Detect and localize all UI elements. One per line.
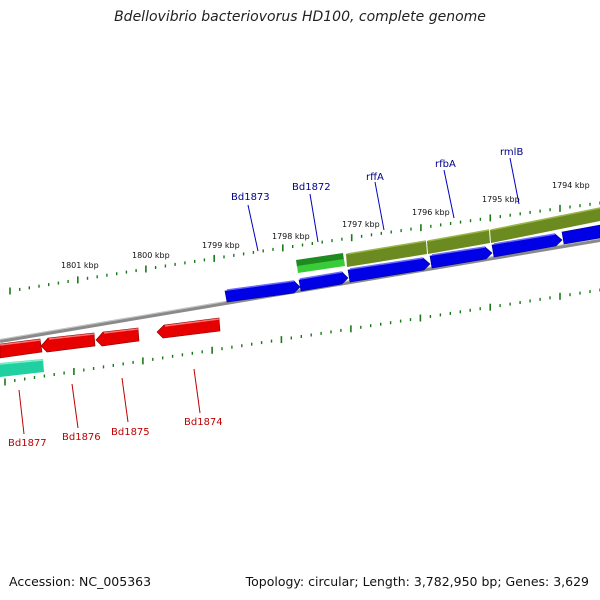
gene-bd1874[interactable] <box>156 317 221 339</box>
kbp-labels: 1801 kbp 1800 kbp 1799 kbp 1798 kbp 1797… <box>61 181 590 270</box>
kbp-label: 1794 kbp <box>552 181 590 190</box>
gene-shine <box>0 318 220 346</box>
kbp-label: 1800 kbp <box>132 251 170 260</box>
feature-trna-dark[interactable] <box>296 253 344 267</box>
gene-shine <box>226 280 295 291</box>
kbp-label: 1795 kbp <box>482 195 520 204</box>
gene-label-rfba[interactable]: rfbA <box>435 159 456 170</box>
feature-shine <box>346 207 600 255</box>
kbp-label: 1799 kbp <box>202 241 240 250</box>
gene-bd1873[interactable] <box>224 280 301 303</box>
gene-label-bd1874[interactable]: Bd1874 <box>184 417 223 428</box>
reverse-strand-genes <box>0 317 221 377</box>
accession-text: Accession: NC_005363 <box>9 574 152 589</box>
gene-forward-edge[interactable] <box>561 224 600 245</box>
gene-label-bd1875[interactable]: Bd1875 <box>111 427 150 438</box>
upper-tick-row <box>9 201 600 295</box>
kbp-label: 1801 kbp <box>61 261 99 270</box>
forward-strand-genes <box>224 224 600 303</box>
genome-summary-text: Topology: circular; Length: 3,782,950 bp… <box>245 574 589 589</box>
gene-shine <box>493 233 556 245</box>
feature-olive-rfba[interactable] <box>427 230 490 254</box>
gene-shine <box>299 271 343 280</box>
forward-labels: Bd1873 Bd1872 rffA rfbA rmlB <box>231 147 523 203</box>
gene-label-bd1872[interactable]: Bd1872 <box>292 182 331 193</box>
feature-shine <box>0 359 44 365</box>
feature-trna-light[interactable] <box>297 259 345 273</box>
gene-label-bd1873[interactable]: Bd1873 <box>231 192 270 203</box>
kbp-label: 1797 kbp <box>342 220 380 229</box>
genome-backbone <box>0 238 600 343</box>
feature-olive-rffa[interactable] <box>346 241 427 267</box>
feature-olive-rmlb[interactable] <box>490 208 600 243</box>
gene-bd1876[interactable] <box>40 332 96 353</box>
gene-label-bd1877[interactable]: Bd1877 <box>8 438 47 449</box>
gene-label-rmlb[interactable]: rmlB <box>500 147 523 158</box>
feature-bars-upper <box>296 207 600 273</box>
gene-shine <box>349 257 424 270</box>
forward-label-leaders <box>247 157 520 252</box>
gene-label-rffa[interactable]: rffA <box>366 172 384 183</box>
kbp-label: 1796 kbp <box>412 208 450 217</box>
kbp-label: 1798 kbp <box>272 232 310 241</box>
reverse-labels: Bd1877 Bd1876 Bd1875 Bd1874 <box>8 417 223 449</box>
reverse-label-leaders <box>18 368 201 435</box>
lower-tick-row <box>4 288 600 386</box>
gene-shine <box>431 246 486 256</box>
gene-label-bd1876[interactable]: Bd1876 <box>62 432 101 443</box>
map-title: Bdellovibrio bacteriovorus HD100, comple… <box>114 9 486 25</box>
